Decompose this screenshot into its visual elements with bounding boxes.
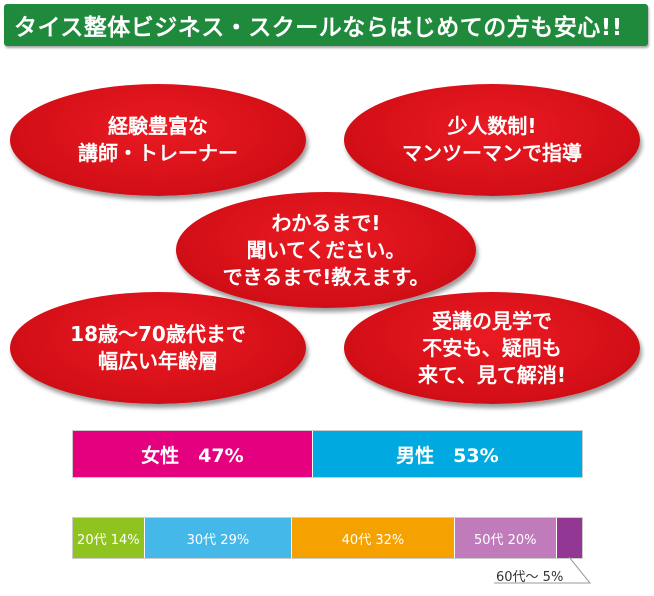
age-segment-60s [555,518,582,558]
bubble-line: 幅広い年齢層 [98,349,218,373]
bubble-line: 経験豊富な [108,114,208,138]
bubble-line: 来て、見て解消! [417,362,567,387]
age-segment-40s: 40代 32% [291,518,454,558]
age-segment-label: 30代 29% [186,532,250,548]
bubble-line: わかるまで! [271,210,381,235]
age-segment-50s: 50代 20% [453,518,556,558]
bubble-line: 少人数制! [447,114,537,138]
age-segment-20s: 20代 14% [73,518,144,558]
age-segment-30s: 30代 29% [143,518,292,558]
bubble-ask-until-understand: わかるまで! 聞いてください。 できるまで!教えます。 [176,192,476,308]
age-distribution-bar: 20代 14% 30代 29% 40代 32% 50代 20% [72,517,583,559]
bubble-age-range: 18歳〜70歳代まで 幅広い年齢層 [10,292,306,404]
bubble-experienced-instructors: 経験豊富な 講師・トレーナー [10,84,306,196]
gender-ratio-bar: 女性 47% 男性 53% [72,430,583,478]
bubble-small-classes: 少人数制! マンツーマンで指導 [344,84,640,196]
gender-segment-male: 男性 53% [311,431,582,477]
age-60s-callout: 60代〜 5% [496,570,564,585]
bubble-line: マンツーマンで指導 [402,141,582,165]
gender-segment-label: 女性 47% [141,444,244,467]
bubble-visit-class: 受講の見学で 不安も、疑問も 来て、見て解消! [344,292,640,404]
age-segment-label: 40代 32% [341,532,405,548]
gender-segment-label: 男性 53% [396,444,499,467]
header-banner: タイス整体ビジネス・スクールならはじめての方も安心!! [4,4,648,46]
gender-segment-female: 女性 47% [73,431,312,477]
bubble-line: 18歳〜70歳代まで [70,322,246,346]
header-title: タイス整体ビジネス・スクールならはじめての方も安心!! [14,15,623,41]
age-segment-label: 20代 14% [77,532,140,548]
bubble-line: 受講の見学で [432,308,552,333]
bubble-line: できるまで!教えます。 [222,264,430,289]
bubble-line: 聞いてください。 [246,237,406,262]
age-segment-label: 50代 20% [473,532,537,548]
bubble-line: 講師・トレーナー [78,141,238,165]
bubble-line: 不安も、疑問も [422,335,562,360]
